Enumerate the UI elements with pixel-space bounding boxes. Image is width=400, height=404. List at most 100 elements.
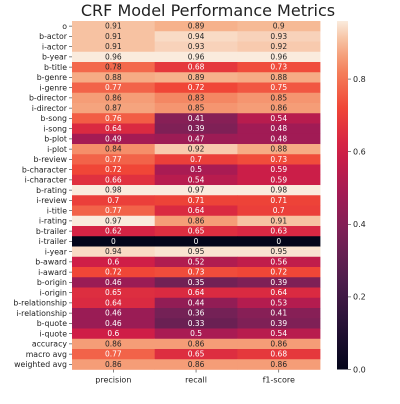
cell-value-label: 0.39: [270, 319, 287, 328]
row-label: i-quote: [40, 329, 68, 338]
cell-value-label: 0.76: [105, 114, 122, 123]
cell-value-label: 0.86: [270, 339, 287, 348]
cell-value-label: 0.86: [270, 104, 287, 113]
cell-value-label: 0.56: [270, 257, 287, 266]
row-label: b-title: [44, 63, 67, 72]
cell-value-label: 0: [194, 237, 199, 246]
heatmap-cell: [72, 174, 155, 186]
heatmap-cell: [237, 215, 321, 227]
row-label: i-rating: [39, 217, 67, 226]
row-label: b-actor: [39, 32, 68, 41]
cell-value-label: 0.9: [273, 22, 285, 31]
heatmap-cell: [72, 21, 155, 32]
heatmap-cell: [154, 267, 238, 278]
row-label: b-song: [41, 114, 68, 123]
cell-value-label: 0.7: [107, 196, 119, 205]
cell-value-label: 0.75: [270, 83, 287, 92]
heatmap-cell: [154, 359, 238, 370]
cell-value-label: 0.54: [188, 175, 205, 184]
heatmap-cell: [72, 62, 155, 73]
colorbar-tick-label: 0.0: [353, 365, 366, 374]
cell-value-label: 0.91: [105, 22, 122, 31]
row-label: i-award: [38, 268, 67, 277]
heatmap-cell: [72, 123, 155, 135]
cell-value-label: 0.86: [105, 360, 122, 369]
heatmap-cell: [154, 103, 238, 114]
heatmap-cell: [154, 92, 238, 104]
cell-value-label: 0.94: [188, 32, 205, 41]
cell-value-label: 0.92: [188, 145, 205, 154]
cell-value-label: 0.77: [105, 206, 122, 215]
cell-value-label: 0.73: [188, 268, 205, 277]
heatmap-cell: [72, 236, 155, 247]
heatmap-cell: [72, 31, 155, 42]
colorbar-gradient: [337, 21, 348, 370]
cell-value-label: 0.52: [188, 257, 205, 266]
heatmap-cell: [72, 82, 155, 94]
cell-value-label: 0.84: [105, 145, 122, 154]
heatmap-cell: [237, 174, 321, 186]
heatmap-cell: [237, 133, 321, 145]
cell-value-label: 0.65: [188, 350, 205, 359]
heatmap-cell: [154, 277, 238, 288]
cell-value-label: 0.91: [105, 42, 122, 51]
row-label: b-award: [35, 258, 67, 267]
heatmap-cell: [154, 338, 238, 350]
heatmap-cell: [154, 297, 238, 309]
row-label: i-title: [47, 206, 67, 215]
heatmap-cell: [72, 185, 155, 196]
cell-value-label: 0.54: [270, 329, 287, 338]
heatmap-cell: [237, 41, 321, 53]
cell-value-label: 0.64: [188, 288, 205, 297]
column-label: f1-score: [263, 376, 295, 385]
cell-value-label: 0.7: [273, 206, 285, 215]
cell-value-label: 0.64: [105, 124, 122, 133]
heatmap-cell: [72, 287, 155, 299]
cell-value-label: 0: [276, 237, 281, 246]
cell-value-label: 0.91: [270, 216, 287, 225]
heatmap-cell: [154, 154, 238, 165]
cell-value-label: 0.86: [188, 339, 205, 348]
row-label: weighted avg: [14, 360, 67, 369]
colorbar-tick-label: 0.4: [353, 220, 366, 229]
row-label: i-origin: [40, 288, 67, 297]
colorbar-tick-label: 0.8: [353, 75, 366, 84]
heatmap-cell: [72, 297, 155, 309]
row-label: i-review: [36, 196, 67, 205]
heatmap-cell: [154, 287, 238, 299]
heatmap-cell: [237, 103, 321, 114]
heatmap-cell: [72, 246, 155, 258]
heatmap-cell: [154, 113, 238, 124]
row-label: i-genre: [40, 83, 68, 92]
cell-value-label: 0.93: [188, 42, 205, 51]
cell-value-label: 0.97: [105, 216, 122, 225]
cell-value-label: 0.98: [270, 186, 287, 195]
cell-value-label: 0.77: [105, 155, 122, 164]
heatmap-cell: [154, 31, 238, 42]
cell-value-label: 0.77: [105, 83, 122, 92]
cell-value-label: 0.7: [190, 155, 202, 164]
heatmap-cell: [154, 195, 238, 206]
cell-value-label: 0.72: [270, 268, 287, 277]
heatmap-cell: [154, 236, 238, 247]
heatmap-cell: [237, 164, 321, 176]
cell-value-label: 0.39: [188, 124, 205, 133]
heatmap-cell: [237, 308, 321, 319]
row-label: i-relationship: [16, 309, 67, 318]
cell-value-label: 0.77: [105, 350, 122, 359]
cell-value-label: 0.93: [270, 32, 287, 41]
chart-title: CRF Model Performance Metrics: [81, 1, 335, 20]
cell-value-label: 0.89: [188, 73, 205, 82]
heatmap-cell: [237, 185, 321, 196]
heatmap-cell: [72, 41, 155, 53]
heatmap-cell: [72, 103, 155, 114]
cell-value-label: 0.71: [270, 196, 287, 205]
cell-value-label: 0.89: [188, 22, 205, 31]
cell-value-label: 0.41: [270, 309, 287, 318]
heatmap-cell: [237, 267, 321, 278]
cell-value-label: 0.6: [107, 257, 119, 266]
heatmap-cell: [237, 92, 321, 104]
cell-value-label: 0.78: [105, 63, 122, 72]
